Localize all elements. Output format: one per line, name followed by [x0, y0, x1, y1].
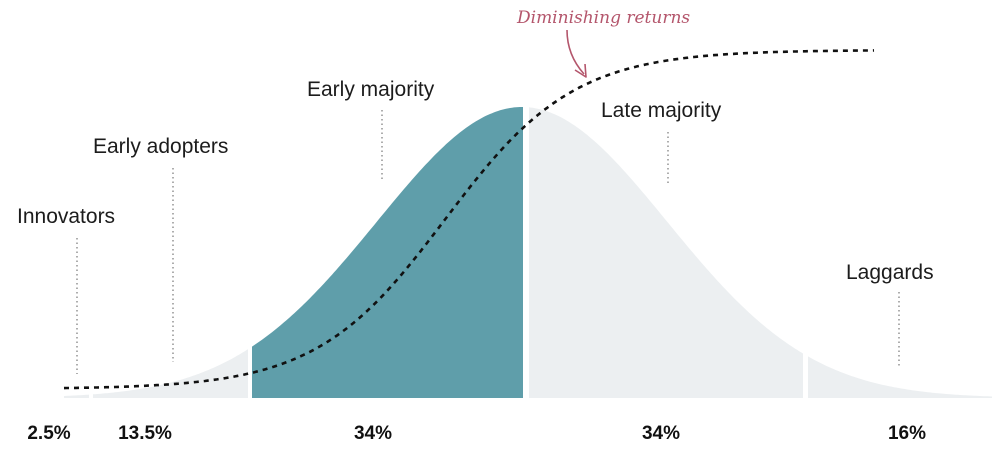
bell-curve	[64, 107, 992, 399]
label-laggards: Laggards	[846, 261, 934, 284]
segment-innovators	[64, 394, 89, 398]
percentage-labels: 2.5% 13.5% 34% 34% 16%	[27, 423, 926, 444]
pct-early-majority: 34%	[354, 423, 392, 444]
segment-laggards	[808, 356, 992, 398]
arrowhead-icon	[574, 63, 587, 78]
segment-late-majority	[529, 107, 803, 399]
label-early-majority: Early majority	[307, 78, 435, 101]
pct-innovators: 2.5%	[27, 423, 70, 444]
label-innovators: Innovators	[17, 205, 115, 228]
pct-late-majority: 34%	[642, 423, 680, 444]
annotation-text: Diminishing returns	[516, 8, 690, 28]
segment-early-majority	[252, 107, 523, 398]
segment-labels: Innovators Early adopters Early majority…	[17, 78, 934, 284]
diminishing-returns-callout: Diminishing returns	[516, 8, 690, 78]
label-late-majority: Late majority	[601, 99, 722, 122]
annotation-arrow-icon	[566, 29, 585, 75]
pct-early-adopters: 13.5%	[118, 423, 172, 444]
segment-early-adopters	[93, 349, 248, 398]
pct-laggards: 16%	[888, 423, 926, 444]
cumulative-adoption-curve	[63, 49, 875, 390]
leader-lines	[76, 110, 900, 374]
label-early-adopters: Early adopters	[93, 135, 228, 158]
